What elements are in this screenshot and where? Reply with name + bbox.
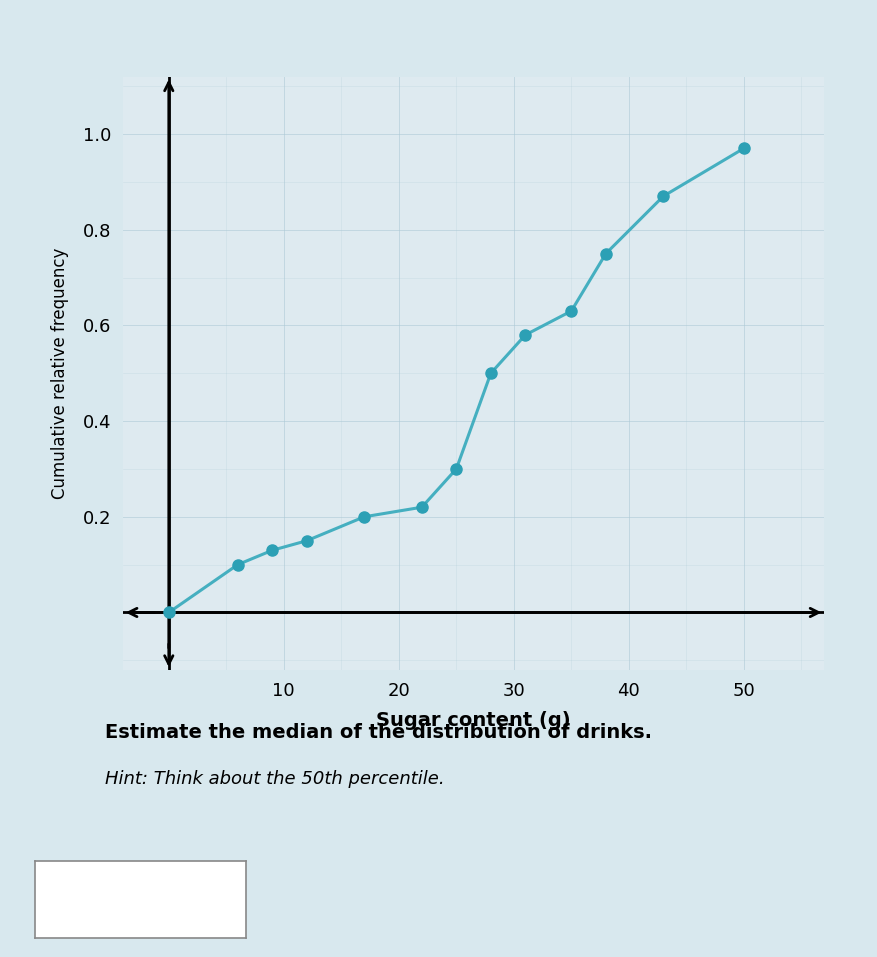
X-axis label: Sugar content (g): Sugar content (g) (376, 711, 571, 730)
Text: Estimate the median of the distribution of drinks.: Estimate the median of the distribution … (105, 723, 652, 742)
Y-axis label: Cumulative relative frequency: Cumulative relative frequency (51, 248, 68, 499)
Text: Hint: Think about the 50th percentile.: Hint: Think about the 50th percentile. (105, 770, 445, 789)
